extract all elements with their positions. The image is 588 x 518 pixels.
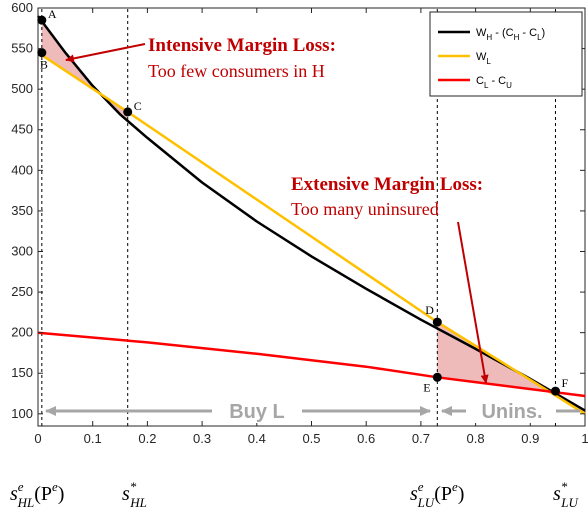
x-axis-ticks: 0 0.1 0.2 0.3 0.4 0.5 0.6 0.7 0.8 0.9 1	[34, 8, 588, 446]
y-tick-label-7: 450	[11, 122, 33, 137]
unins-label: Unins.	[481, 401, 542, 423]
threshold-label-3: s* LU	[553, 479, 580, 510]
point-a	[37, 15, 47, 25]
point-label-f: F	[561, 376, 568, 390]
series-lines	[36, 15, 586, 415]
y-tick-label-10: 600	[11, 0, 33, 15]
threshold-labels: se HL(Pe) s* HL se LU(Pe) s* LU	[10, 479, 580, 510]
legend: WH - (CH - CL) WL CL - CU	[429, 11, 583, 97]
buy-l-label: Buy L	[229, 401, 285, 423]
point-c	[123, 107, 133, 117]
x-tick-label-6: 0.6	[357, 431, 375, 446]
series-line-0	[36, 15, 586, 412]
y-tick-label-9: 550	[11, 41, 33, 56]
point-label-c: C	[134, 99, 142, 113]
point-f	[550, 386, 560, 396]
x-tick-label-7: 0.7	[412, 431, 430, 446]
legend-box	[429, 11, 583, 97]
threshold-label-2: se LU(Pe)	[410, 479, 464, 510]
intensive-margin-title: Intensive Margin Loss:	[148, 35, 336, 56]
legend-label-1: WL	[476, 51, 491, 66]
x-tick-label-5: 0.5	[302, 431, 320, 446]
threshold-label-1: s* HL	[122, 479, 147, 510]
extensive-margin-title: Extensive Margin Loss:	[291, 174, 483, 195]
unins-label-bg	[466, 397, 556, 423]
buy-l-label-bg	[212, 397, 302, 423]
point-e	[432, 372, 442, 382]
series-line-2	[37, 331, 586, 398]
y-tick-label-0: 100	[11, 406, 33, 421]
threshold-label-0: se HL(Pe)	[10, 479, 64, 510]
x-tick-label-10: 1	[581, 431, 588, 446]
intensive-loss-region	[41, 21, 128, 121]
extensive-margin-subtitle: Too many uninsured	[291, 199, 439, 219]
point-label-e: E	[423, 380, 430, 394]
extensive-arrow	[457, 221, 489, 384]
x-tick-label-3: 0.3	[193, 431, 211, 446]
y-tick-label-5: 350	[11, 203, 33, 218]
x-tick-label-4: 0.4	[248, 431, 266, 446]
point-label-b: B	[40, 58, 48, 72]
y-tick-label-8: 500	[11, 81, 33, 96]
legend-label-2: CL - CU	[476, 75, 512, 90]
series-line-1	[37, 51, 586, 415]
x-tick-label-8: 0.8	[467, 431, 485, 446]
y-axis-ticks: 100 150 200 250 300 350 400 450 500 550 600	[11, 0, 585, 421]
y-tick-label-2: 200	[11, 325, 33, 340]
intensive-arrow	[65, 43, 146, 63]
point-d	[432, 317, 442, 327]
marked-points: A B C D E F	[37, 7, 568, 396]
point-b	[37, 48, 47, 58]
x-tick-label-9: 0.9	[521, 431, 539, 446]
point-label-d: D	[425, 303, 434, 317]
y-tick-label-6: 400	[11, 162, 33, 177]
y-tick-label-1: 150	[11, 365, 33, 380]
x-tick-label-1: 0.1	[84, 431, 102, 446]
y-tick-label-3: 250	[11, 284, 33, 299]
x-tick-label-0: 0	[34, 431, 41, 446]
point-label-a: A	[48, 7, 57, 21]
x-tick-label-2: 0.2	[138, 431, 156, 446]
y-tick-label-4: 300	[11, 243, 33, 258]
legend-label-0: WH - (CH - CL)	[476, 27, 545, 42]
intensive-margin-subtitle: Too few consumers in H	[148, 61, 325, 81]
